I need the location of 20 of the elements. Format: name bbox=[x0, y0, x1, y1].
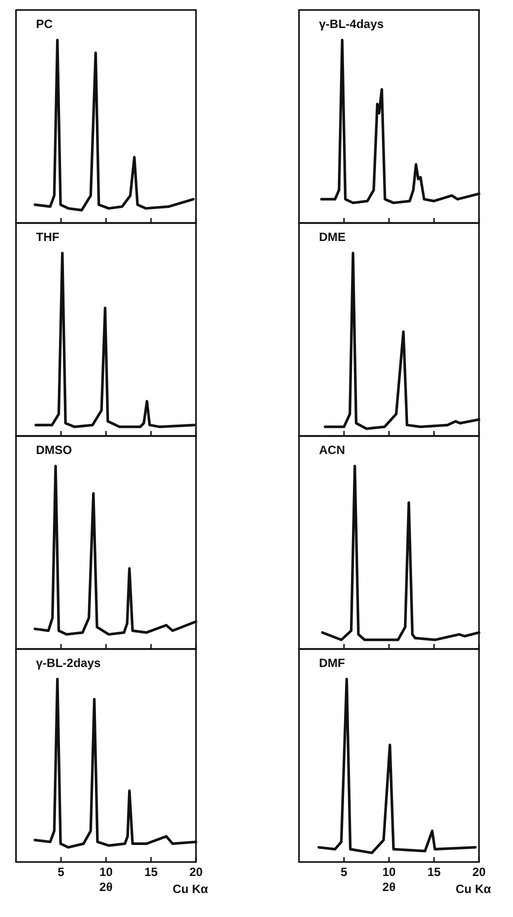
x-axis-title: 2θ bbox=[99, 880, 113, 894]
chart-title: γ-BL-4days bbox=[319, 17, 384, 31]
x-tick-label: 15 bbox=[144, 865, 158, 879]
x-tick-label: 10 bbox=[99, 865, 113, 879]
chart-title: PC bbox=[36, 17, 54, 31]
x-tick-label: 20 bbox=[189, 865, 203, 879]
text: Cu Kα bbox=[172, 882, 209, 896]
chart-title: DMF bbox=[319, 656, 345, 670]
x-tick-label: 15 bbox=[427, 865, 441, 879]
x-axis-title: 2θ bbox=[382, 880, 396, 894]
x-tick-label: 10 bbox=[382, 865, 396, 879]
chart-title: ACN bbox=[319, 443, 345, 457]
x-tick-label: 5 bbox=[58, 865, 65, 879]
x-tick-label: 20 bbox=[472, 865, 486, 879]
chart-title: DMSO bbox=[36, 443, 72, 457]
x-tick-label: 5 bbox=[340, 865, 348, 879]
chart-title: γ-BL-2days bbox=[36, 656, 102, 670]
text: Cu Kα bbox=[456, 882, 492, 896]
chart-title: THF bbox=[36, 230, 60, 244]
chart-title: DME bbox=[319, 230, 346, 244]
